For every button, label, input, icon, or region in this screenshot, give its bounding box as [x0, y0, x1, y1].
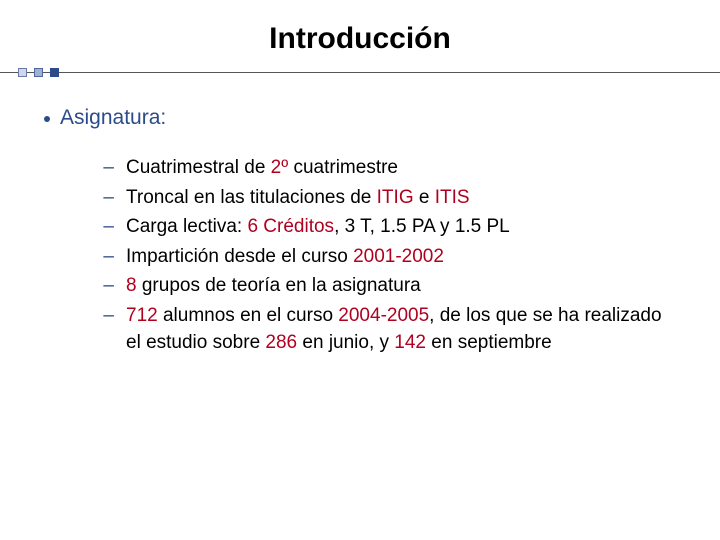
- highlight-text: 286: [265, 332, 297, 353]
- plain-text: grupos de teoría en la asignatura: [137, 275, 421, 296]
- highlight-text: 142: [394, 332, 426, 353]
- sublist-text: 712 alumnos en el curso 2004-2005, de lo…: [126, 302, 666, 357]
- plain-text: Carga lectiva:: [126, 216, 247, 237]
- slide-title: Introducción: [0, 22, 720, 56]
- plain-text: en septiembre: [426, 332, 552, 353]
- content-area: Asignatura: –Cuatrimestral de 2º cuatrim…: [0, 80, 720, 357]
- highlight-text: 6 Créditos: [247, 216, 334, 237]
- title-block: Introducción: [0, 0, 720, 56]
- highlight-text: 2001-2002: [353, 246, 444, 267]
- bullet-text: Asignatura:: [60, 106, 166, 130]
- divider-line: [0, 72, 720, 73]
- plain-text: en junio, y: [297, 332, 394, 353]
- sublist-dash: –: [102, 302, 114, 330]
- sublist-item: –Carga lectiva: 6 Créditos, 3 T, 1.5 PA …: [102, 213, 676, 241]
- divider-square: [50, 68, 59, 77]
- highlight-text: 2º: [271, 157, 289, 178]
- highlight-text: ITIG: [377, 187, 414, 208]
- bullet-item: Asignatura:: [44, 106, 676, 130]
- sublist-text: Impartición desde el curso 2001-2002: [126, 243, 444, 271]
- bullet-marker: [44, 116, 50, 122]
- sublist-item: –Impartición desde el curso 2001-2002: [102, 243, 676, 271]
- sublist-text: Cuatrimestral de 2º cuatrimestre: [126, 154, 398, 182]
- highlight-text: 2004-2005: [338, 305, 429, 326]
- sublist-item: –712 alumnos en el curso 2004-2005, de l…: [102, 302, 676, 357]
- sublist-item: –Cuatrimestral de 2º cuatrimestre: [102, 154, 676, 182]
- sublist-dash: –: [102, 213, 114, 241]
- plain-text: Cuatrimestral de: [126, 157, 271, 178]
- sublist-dash: –: [102, 154, 114, 182]
- sublist-text: Carga lectiva: 6 Créditos, 3 T, 1.5 PA y…: [126, 213, 510, 241]
- highlight-text: ITIS: [435, 187, 470, 208]
- sublist-text: 8 grupos de teoría en la asignatura: [126, 272, 421, 300]
- sublist-dash: –: [102, 243, 114, 271]
- plain-text: alumnos en el curso: [158, 305, 339, 326]
- title-divider: [0, 66, 720, 80]
- plain-text: e: [414, 187, 435, 208]
- highlight-text: 712: [126, 305, 158, 326]
- sublist-text: Troncal en las titulaciones de ITIG e IT…: [126, 184, 470, 212]
- divider-square: [18, 68, 27, 77]
- sublist-dash: –: [102, 184, 114, 212]
- plain-text: , 3 T, 1.5 PA y 1.5 PL: [334, 216, 510, 237]
- sublist-item: –8 grupos de teoría en la asignatura: [102, 272, 676, 300]
- sublist-dash: –: [102, 272, 114, 300]
- plain-text: cuatrimestre: [288, 157, 398, 178]
- plain-text: Troncal en las titulaciones de: [126, 187, 377, 208]
- sublist: –Cuatrimestral de 2º cuatrimestre–Tronca…: [44, 154, 676, 357]
- sublist-item: –Troncal en las titulaciones de ITIG e I…: [102, 184, 676, 212]
- plain-text: Impartición desde el curso: [126, 246, 353, 267]
- highlight-text: 8: [126, 275, 137, 296]
- divider-square: [34, 68, 43, 77]
